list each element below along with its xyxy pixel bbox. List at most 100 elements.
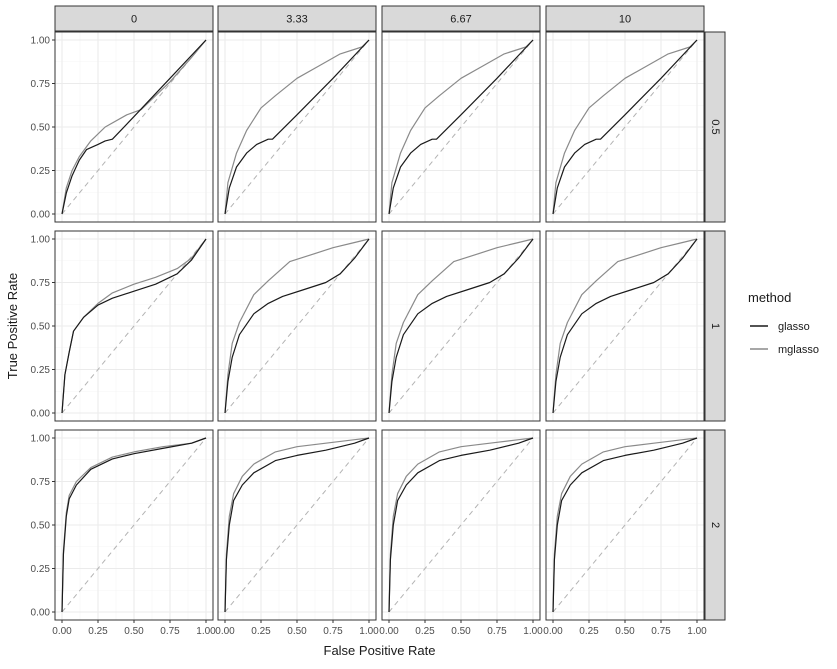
x-tick-label: 1.00 [196, 626, 216, 637]
panel-border [381, 230, 541, 422]
x-axis-title: False Positive Rate [324, 643, 436, 658]
y-tick-label: 0.25 [31, 365, 51, 376]
diagonal-reference-line [61, 39, 207, 215]
series-line-mglasso [552, 437, 698, 613]
row-strip-2 [704, 429, 726, 621]
x-tick-label: 1.00 [687, 626, 707, 637]
column-strip-2 [381, 5, 541, 32]
series-line-mglasso [61, 39, 207, 215]
panel-border [545, 230, 705, 422]
series-line-glasso [61, 437, 207, 613]
panel-border [545, 31, 705, 223]
x-tick-label: 0.75 [160, 626, 180, 637]
x-tick-label: 0.50 [124, 626, 144, 637]
y-tick-label: 0.50 [31, 322, 51, 333]
panel-border [381, 31, 541, 223]
series-line-mglasso [224, 437, 370, 613]
diagonal-reference-line [388, 39, 534, 215]
y-tick-label: 1.00 [31, 36, 51, 47]
x-tick-label: 0.75 [323, 626, 343, 637]
series-line-glasso [224, 437, 370, 613]
series-line-mglasso [552, 39, 698, 215]
series-line-glasso [61, 238, 207, 414]
x-tick-label: 0.00 [379, 626, 399, 637]
panel-2-3.33 [217, 429, 377, 621]
legend-label-glasso: glasso [778, 321, 810, 333]
series-line-glasso [552, 437, 698, 613]
y-tick-label: 0.75 [31, 477, 51, 488]
column-strip-label-1: 3.33 [286, 14, 307, 26]
panel-1-10 [545, 230, 705, 422]
y-tick-label: 0.50 [31, 521, 51, 532]
diagonal-reference-line [224, 39, 370, 215]
series-line-glasso [388, 238, 534, 414]
y-tick-label: 1.00 [31, 434, 51, 445]
x-tick-label: 0.50 [615, 626, 635, 637]
panel-0.5-10 [545, 31, 705, 223]
diagonal-reference-line [224, 437, 370, 613]
x-tick-label: 0.50 [287, 626, 307, 637]
diagonal-reference-line [552, 39, 698, 215]
column-strip-1 [217, 5, 377, 32]
diagonal-reference-line [224, 238, 370, 414]
panel-2-0 [54, 429, 214, 621]
series-line-glasso [224, 39, 370, 215]
legend: method glasso mglasso [748, 290, 819, 356]
column-strip-label-0: 0 [131, 14, 137, 26]
series-line-glasso [224, 238, 370, 414]
y-tick-label: 0.75 [31, 79, 51, 90]
panel-0.5-6.67 [381, 31, 541, 223]
diagonal-reference-line [388, 437, 534, 613]
diagonal-reference-line [61, 437, 207, 613]
series-line-mglasso [552, 238, 698, 414]
diagonal-reference-line [61, 238, 207, 414]
x-tick-label: 0.25 [251, 626, 271, 637]
y-tick-label: 0.00 [31, 210, 51, 221]
series-line-glasso [61, 39, 207, 215]
y-axis-title: True Positive Rate [5, 273, 20, 379]
row-strip-0 [704, 31, 726, 223]
y-tick-label: 0.00 [31, 409, 51, 420]
x-tick-label: 0.00 [52, 626, 72, 637]
x-tick-label: 0.25 [579, 626, 599, 637]
series-line-mglasso [388, 39, 534, 215]
panel-2-10 [545, 429, 705, 621]
x-tick-label: 0.00 [543, 626, 563, 637]
diagonal-reference-line [388, 238, 534, 414]
panel-border [217, 31, 377, 223]
row-strip-label-2: 2 [709, 522, 721, 528]
x-tick-label: 0.50 [451, 626, 471, 637]
y-tick-label: 0.00 [31, 608, 51, 619]
y-tick-label: 0.50 [31, 123, 51, 134]
y-tick-label: 1.00 [31, 235, 51, 246]
series-line-glasso [552, 39, 698, 215]
diagonal-reference-line [552, 437, 698, 613]
panel-0.5-3.33 [217, 31, 377, 223]
diagonal-reference-line [552, 238, 698, 414]
panel-1-0 [54, 230, 214, 422]
series-line-glasso [388, 39, 534, 215]
y-tick-label: 0.25 [31, 564, 51, 575]
legend-label-mglasso: mglasso [778, 344, 819, 356]
column-strip-0 [54, 5, 214, 32]
series-line-mglasso [224, 39, 370, 215]
x-tick-label: 1.00 [359, 626, 379, 637]
column-strip-3 [545, 5, 705, 32]
series-line-mglasso [224, 238, 370, 414]
series-line-glasso [552, 238, 698, 414]
column-strip-label-3: 10 [619, 14, 631, 26]
x-tick-label: 0.00 [215, 626, 235, 637]
panel-2-6.67 [381, 429, 541, 621]
panel-1-6.67 [381, 230, 541, 422]
row-strip-1 [704, 230, 726, 422]
series-line-mglasso [388, 238, 534, 414]
x-tick-label: 0.75 [487, 626, 507, 637]
x-tick-label: 0.25 [415, 626, 435, 637]
column-strip-label-2: 6.67 [450, 14, 471, 26]
row-strip-label-0: 0.5 [709, 119, 721, 134]
row-strip-label-1: 1 [709, 323, 721, 329]
series-line-mglasso [388, 437, 534, 613]
y-tick-label: 0.25 [31, 166, 51, 177]
